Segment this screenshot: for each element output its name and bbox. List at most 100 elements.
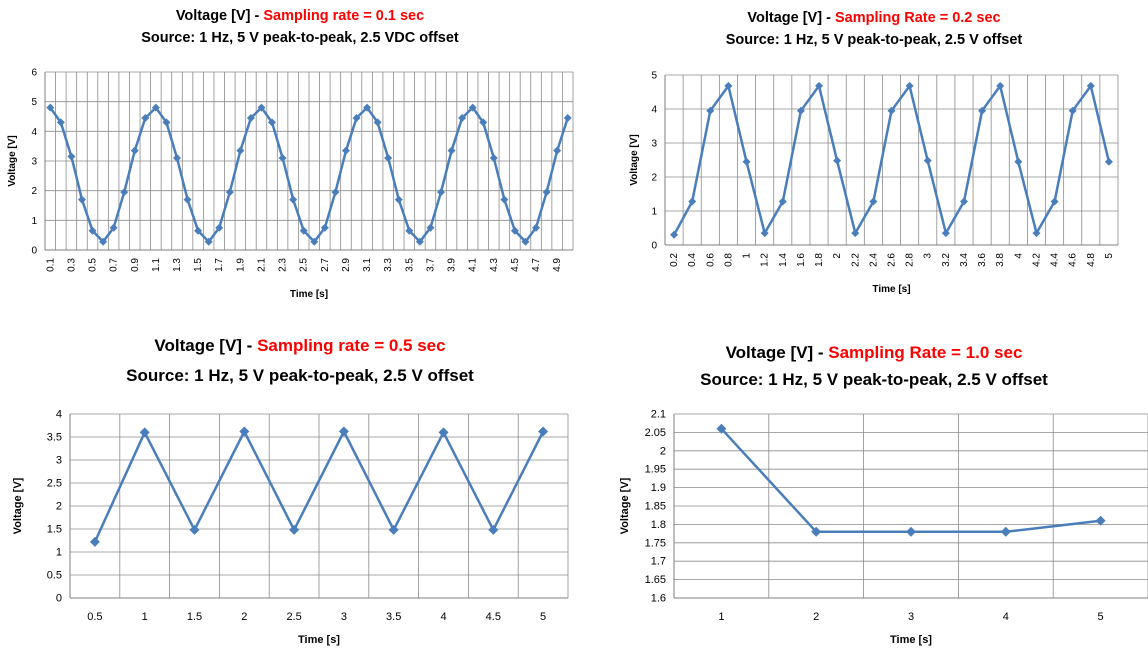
data-point — [742, 157, 751, 166]
chart-svg: 1.6 1.65 1.7 1.75 1.8 1.85 1.9 1.95 2 2.05 2.1 1 2 3 4… — [619, 409, 1148, 646]
y-tick-label: 0 — [56, 593, 62, 605]
y-axis-title: Voltage [V] — [12, 477, 24, 534]
data-point — [996, 81, 1005, 90]
x-tick-label: 2.2 — [850, 253, 861, 267]
data-point — [706, 106, 715, 115]
y-tick-label: 2 — [651, 173, 657, 184]
data-point — [415, 237, 424, 246]
data-point — [538, 426, 549, 437]
x-tick-label: 5 — [540, 611, 546, 623]
y-tick-label: 1.5 — [47, 524, 62, 536]
data-point — [56, 118, 65, 127]
x-tick-label: 1.5 — [187, 611, 202, 623]
x-tick-label: 0.8 — [723, 253, 734, 267]
x-tick-label: 4.3 — [489, 258, 500, 272]
y-tick-label: 1.75 — [645, 537, 666, 549]
y-tick-label: 4 — [651, 105, 657, 116]
data-point — [760, 229, 769, 238]
y-tick-label: 2.05 — [645, 427, 666, 439]
data-point — [851, 229, 860, 238]
x-tick-label: 2.4 — [868, 253, 879, 267]
data-point — [563, 113, 572, 122]
chart-title-prefix: Voltage [V] - — [154, 336, 258, 355]
data-point — [670, 230, 679, 239]
x-tick-label: 1 — [142, 611, 148, 623]
x-tick-label: 2.9 — [341, 258, 352, 272]
data-point — [289, 195, 298, 204]
data-point — [183, 195, 192, 204]
data-point — [959, 197, 968, 206]
data-point — [887, 106, 896, 115]
y-tick-label: 4 — [56, 409, 62, 421]
x-tick-label: 2 — [241, 611, 247, 623]
data-point — [99, 237, 108, 246]
x-tick-label: 4.1 — [468, 258, 479, 272]
x-tick-label: 2 — [832, 253, 843, 259]
data-point — [173, 154, 181, 163]
x-tick-label: 0.5 — [87, 611, 102, 623]
chart-title: Voltage [V] - Sampling rate = 0.1 sec — [0, 8, 600, 24]
y-tick-label: 2 — [56, 501, 62, 513]
data-point — [239, 426, 250, 437]
chart-subtitle: Source: 1 Hz, 5 V peak-to-peak, 2.5 V of… — [126, 366, 474, 385]
chart-svg: 0 0.5 1 1.5 2 2.5 3 3.5 4 0.5 1 1.5 2 2.5 3 3.5 4 4.5 5 Tim… — [12, 409, 569, 646]
data-point — [479, 118, 488, 127]
y-tick-label: 1.95 — [645, 464, 666, 476]
y-tick-label: 3.5 — [47, 432, 62, 444]
series-line — [720, 427, 1101, 534]
data-point — [257, 103, 266, 112]
chart-panel-3: Voltage [V] - Sampling Rate = 1.0 sec So… — [600, 330, 1148, 656]
x-tick-label: 1.8 — [814, 253, 825, 267]
data-point — [373, 118, 382, 127]
x-axis-title: Time [s] — [298, 634, 340, 646]
data-point — [405, 226, 414, 235]
data-point — [833, 156, 842, 165]
x-tick-label: 4.9 — [552, 258, 563, 272]
data-point — [426, 223, 435, 232]
x-tick-label: 4 — [440, 611, 446, 623]
x-tick-label: 4.5 — [510, 258, 521, 272]
x-tick-label: 3.1 — [362, 258, 373, 272]
data-point — [215, 223, 224, 232]
data-point — [341, 146, 350, 155]
data-point — [923, 156, 932, 165]
data-point — [299, 226, 308, 235]
chart-svg: 0 1 2 3 4 5 0.2 0.4 0.6 0.8 1 1.2 1.4 1.6 1.8 2 2.2 2.4 2.… — [629, 71, 1119, 295]
data-point — [67, 152, 76, 161]
x-tick-label: 4.6 — [1068, 253, 1079, 267]
x-tick-label: 3.7 — [425, 258, 436, 272]
x-tick-label: 1 — [718, 611, 724, 623]
data-point — [88, 226, 97, 235]
data-point — [458, 113, 467, 122]
data-point — [320, 223, 329, 232]
x-tick-label: 1.9 — [235, 258, 246, 272]
y-tick-label: 1 — [31, 216, 37, 227]
data-point — [510, 226, 519, 235]
data-point — [1050, 197, 1059, 206]
y-tick-label: 3 — [56, 455, 62, 467]
y-tick-label: 1.9 — [651, 482, 666, 494]
y-axis-title: Voltage [V] — [7, 135, 18, 186]
x-tick-label: 2.8 — [905, 253, 916, 267]
data-point — [225, 188, 234, 197]
data-point — [384, 154, 393, 163]
data-point — [1068, 106, 1077, 115]
data-point — [796, 106, 805, 115]
y-tick-label: 1.7 — [651, 556, 666, 568]
y-tick-label: 3 — [31, 157, 37, 168]
data-point — [815, 81, 824, 90]
chart-title-prefix: Voltage [V] - — [725, 343, 829, 362]
x-tick-label: 0.4 — [687, 253, 698, 267]
data-point — [869, 197, 878, 206]
y-tick-label: 5 — [31, 97, 37, 108]
x-tick-label: 3.6 — [977, 253, 988, 267]
data-point — [162, 118, 171, 127]
y-tick-label: 3 — [651, 139, 657, 150]
y-tick-label: 6 — [31, 68, 37, 79]
data-point — [139, 427, 150, 438]
chart-title: Voltage [V] - Sampling Rate = 1.0 sec — [600, 343, 1148, 363]
data-point — [352, 113, 361, 122]
x-tick-label: 4 — [1003, 611, 1009, 623]
y-tick-label: 1.6 — [651, 593, 666, 605]
data-point — [905, 81, 914, 90]
